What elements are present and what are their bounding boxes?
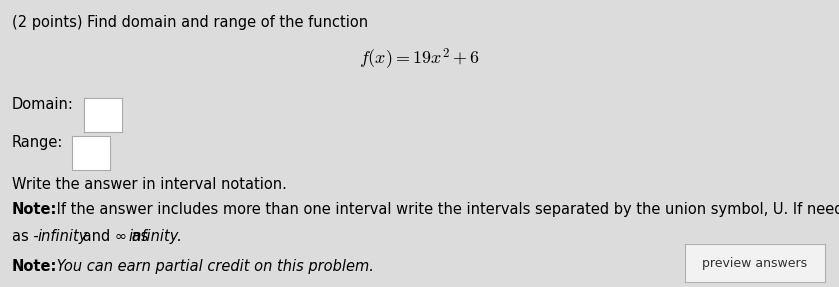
Text: Range:: Range: [12,135,64,150]
Text: Write the answer in interval notation.: Write the answer in interval notation. [12,177,287,192]
Text: as -: as - [12,229,44,244]
Text: $f(x) = 19x^{2} + 6$: $f(x) = 19x^{2} + 6$ [359,47,480,72]
Text: Note:: Note: [12,259,57,274]
Text: If the answer includes more than one interval write the intervals separated by t: If the answer includes more than one int… [52,202,839,217]
Text: and ∞ as: and ∞ as [78,229,153,244]
Text: .: . [172,229,181,244]
Text: infinity: infinity [128,229,179,244]
Text: Note:: Note: [12,202,57,217]
Text: You can earn partial credit on this problem.: You can earn partial credit on this prob… [52,259,374,274]
Text: Domain:: Domain: [12,97,74,112]
Text: (2 points) Find domain and range of the function: (2 points) Find domain and range of the … [12,15,368,30]
Text: preview answers: preview answers [702,257,808,269]
Text: infinity: infinity [37,229,87,244]
